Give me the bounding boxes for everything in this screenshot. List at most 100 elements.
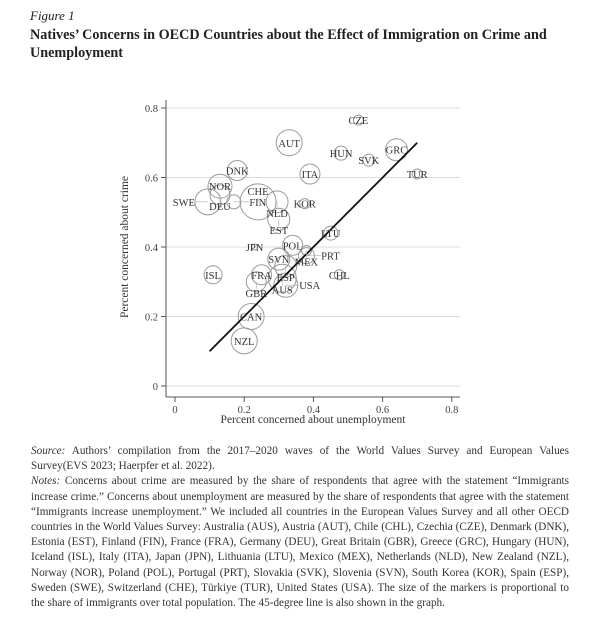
marker (282, 234, 304, 256)
data-point-dnk (226, 160, 248, 182)
data-point-aus (267, 263, 297, 293)
point-label: NLD (266, 209, 288, 220)
data-point-deu (209, 184, 231, 206)
notes-text: Concerns about crime are measured by the… (31, 475, 569, 610)
data-point-svn (267, 247, 291, 271)
y-axis-label: Percent concerned about crime (119, 176, 131, 318)
x-tick-label: 0.8 (445, 405, 458, 416)
notes: Notes: Concerns about crime are measured… (31, 474, 569, 611)
data-point-tur (411, 168, 423, 180)
y-tick-label: 0 (153, 382, 158, 393)
source-note: Source: Authors’ compilation from the 20… (31, 444, 569, 474)
point-label: CAN (240, 313, 263, 324)
data-point-isl (203, 265, 223, 285)
point-label: SVK (358, 156, 379, 167)
point-label: GRC (386, 146, 408, 157)
forty-five-degree-line (208, 142, 418, 352)
marker (323, 225, 339, 241)
marker (275, 129, 303, 157)
point-label: ITA (302, 170, 319, 181)
marker (352, 114, 364, 126)
marker (384, 138, 408, 162)
data-point-pol (282, 234, 304, 256)
point-label: JPN (246, 243, 264, 254)
point-label: NOR (209, 182, 231, 193)
point-label: USA (299, 281, 320, 292)
marker (194, 188, 222, 216)
point-label: HUN (330, 149, 353, 160)
data-point-hun (333, 145, 349, 161)
point-label: NZL (234, 337, 254, 348)
point-label: CHL (329, 271, 350, 282)
source-label: Source: (31, 445, 66, 457)
marker (267, 263, 297, 293)
figure-title: Natives’ Concerns in OECD Countries abou… (30, 27, 547, 61)
point-label: SVN (268, 255, 289, 266)
marker (267, 207, 291, 231)
data-point-jpn (251, 243, 259, 251)
source-text: Authors’ compilation from the 2017–2020 … (31, 445, 569, 473)
notes-label: Notes: (31, 475, 61, 488)
point-label: TUR (407, 170, 428, 181)
data-point-ltu (323, 225, 339, 241)
scatter-chart: 0 0.2 0.4 0.6 0.8 0 0.2 0.4 0.6 0.8 CZE AUT HUN SVK G… (119, 100, 460, 426)
figure-caption: Source: Authors’ compilation from the 20… (31, 444, 569, 611)
marker (203, 265, 223, 285)
marker (299, 163, 321, 185)
data-point-nld (265, 190, 289, 214)
marker (299, 198, 311, 210)
point-label: SWE (173, 198, 195, 209)
marker (265, 190, 289, 214)
data-point-swe (194, 188, 222, 216)
data-point-gbr (245, 271, 267, 293)
x-tick-label: 0.4 (307, 405, 321, 416)
y-tick-label: 0.8 (145, 104, 158, 115)
marker (362, 153, 376, 167)
marker (226, 160, 248, 182)
data-point-grc (384, 138, 408, 162)
data-point-kor (299, 198, 311, 210)
data-point-nzl (230, 327, 258, 355)
x-axis-label: Percent concerned about unemployment (221, 414, 407, 426)
point-label: AUT (278, 139, 300, 150)
data-point-chl (333, 269, 345, 281)
point-label: LTU (321, 229, 341, 240)
data-point-ita (299, 163, 321, 185)
point-label: AUS (272, 285, 293, 296)
marker (411, 168, 423, 180)
data-point-fra (251, 264, 272, 286)
marker (333, 269, 345, 281)
x-tick-label: 0.6 (376, 405, 389, 416)
marker (251, 243, 259, 251)
point-label: GBR (246, 289, 268, 300)
marker (209, 184, 231, 206)
point-label: ESP (277, 273, 295, 284)
point-label: DNK (226, 167, 249, 178)
data-point-aut (275, 129, 303, 157)
point-label: CHE (248, 187, 269, 198)
point-label: MEX (295, 257, 319, 268)
point-label: EST (269, 226, 288, 237)
point-label: POL (283, 241, 303, 252)
marker (333, 145, 349, 161)
figure-label: Figure 1 (30, 8, 75, 23)
point-label: PRT (321, 252, 340, 263)
point-label: CZE (348, 116, 368, 127)
point-label: DEU (209, 202, 231, 213)
point-label: KOR (294, 200, 316, 211)
point-label: FIN (249, 198, 266, 209)
point-label: FRA (251, 271, 272, 282)
data-point-svk (362, 153, 376, 167)
data-point-est (267, 207, 291, 231)
point-label: ISL (205, 271, 221, 282)
y-tick-label: 0.4 (145, 243, 159, 254)
marker (267, 247, 291, 271)
marker (245, 271, 267, 293)
x-tick-label: 0 (172, 405, 177, 416)
y-tick-label: 0.2 (145, 313, 158, 324)
marker (251, 264, 272, 286)
y-tick-label: 0.6 (145, 174, 158, 185)
x-tick-label: 0.2 (238, 405, 251, 416)
data-point-cze (352, 114, 364, 126)
marker (230, 327, 258, 355)
